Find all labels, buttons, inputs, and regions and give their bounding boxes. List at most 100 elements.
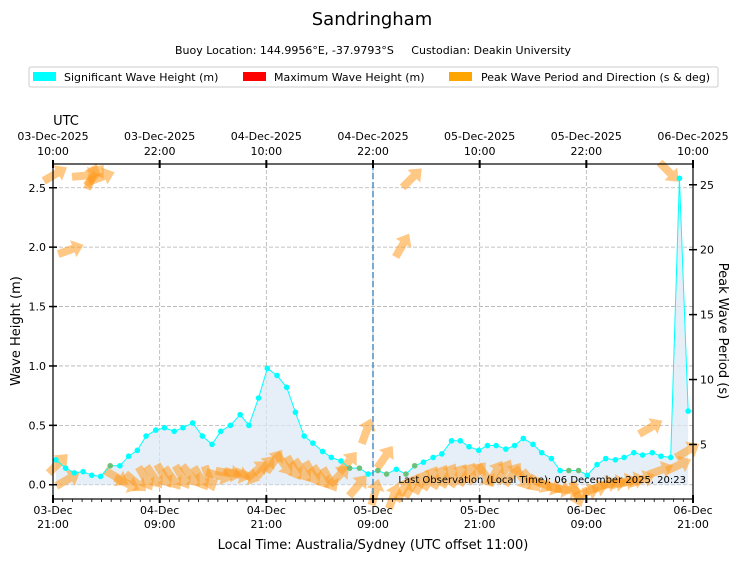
wave-height-fill (55, 178, 689, 485)
wave-height-point (475, 447, 482, 454)
arrow-shape (637, 418, 663, 438)
direction-arrow (385, 483, 403, 510)
x-top-tick-date: 04-Dec-2025 (231, 130, 302, 143)
arrow-shape (179, 463, 200, 487)
direction-arrow (87, 167, 115, 186)
direction-arrow (646, 460, 674, 479)
wave-height-point (180, 424, 186, 431)
top-axis-label: UTC (53, 114, 79, 129)
wave-height-point (584, 472, 591, 479)
y-right-tick-label: 25 (700, 179, 714, 192)
wave-height-point (319, 448, 326, 455)
wave-height-point (310, 440, 316, 446)
wave-height-point (125, 453, 132, 460)
legend-label-maximum: Maximum Wave Height (m) (274, 71, 425, 84)
x-top-tick-time: 22:00 (357, 145, 389, 158)
wave-height-point (365, 471, 371, 477)
wave-height-point (538, 449, 545, 456)
wave-height-point (346, 465, 353, 471)
x-bottom-tick-date: 06-Dec (567, 504, 606, 517)
arrow-shape (309, 463, 330, 489)
wave-height-point (264, 365, 271, 372)
arrow-shape (291, 457, 312, 482)
direction-arrow (45, 454, 68, 476)
direction-arrow (392, 233, 412, 260)
chart-title: Sandringham (312, 9, 433, 30)
y-right-tick-label: 15 (700, 309, 714, 322)
x-bottom-tick-time: 09:00 (357, 518, 389, 531)
x-bottom-tick-time: 09:00 (570, 518, 602, 531)
arrow-shape (373, 445, 394, 471)
y-left-tick-label: 0.5 (29, 419, 47, 432)
wave-height-point (575, 467, 582, 474)
x-top-tick-time: 10:00 (677, 145, 709, 158)
arrow-shape (429, 464, 450, 491)
x-bottom-tick-date: 04-Dec (140, 504, 179, 517)
wave-height-point (420, 459, 427, 465)
x-top-tick-time: 10:00 (37, 145, 69, 158)
x-bottom-tick-date: 04-Dec (247, 504, 286, 517)
arrow-shape (122, 470, 147, 492)
direction-arrow (511, 465, 532, 490)
direction-arrow (153, 462, 173, 488)
wave-height-point (143, 433, 149, 439)
wave-height-point (566, 467, 572, 474)
direction-arrow (656, 159, 679, 182)
y-left-tick-label: 2.0 (29, 241, 47, 254)
direction-arrow (161, 465, 182, 490)
arrow-shape (161, 465, 182, 490)
peak-direction-arrows (41, 159, 700, 510)
y-right-tick-label: 20 (700, 244, 714, 257)
wave-height-point (152, 427, 159, 433)
wave-height-point (520, 435, 527, 442)
legend: Significant Wave Height (m) Maximum Wave… (28, 66, 719, 88)
axis-ticks: 0.00.51.01.52.02.551015202503-Dec21:0004… (17, 130, 728, 531)
wave-height-point (557, 467, 563, 474)
x-bottom-tick-time: 21:00 (677, 518, 709, 531)
direction-arrow (358, 418, 376, 446)
chart-subtitle: Buoy Location: 144.9956°E, -37.9793°S Cu… (175, 44, 572, 57)
arrow-shape (456, 462, 477, 488)
direction-arrow (438, 463, 458, 489)
x-top-tick-date: 03-Dec-2025 (124, 130, 195, 143)
wave-height-point (217, 428, 224, 435)
wave-height-point (189, 420, 196, 426)
arrow-shape (385, 483, 403, 510)
direction-arrow (411, 469, 431, 496)
wave-height-point (548, 455, 555, 462)
arrow-shape (45, 454, 68, 476)
direction-arrow (664, 455, 692, 475)
x-bottom-tick-time: 21:00 (250, 518, 282, 531)
arrow-shape (401, 473, 422, 500)
wave-height-point (301, 433, 307, 439)
x-bottom-tick-time: 21:00 (37, 518, 69, 531)
direction-arrow (122, 470, 147, 492)
wave-height-point (97, 473, 104, 480)
direction-arrow (273, 450, 293, 476)
wave-height-point (246, 422, 252, 429)
wave-height-point (53, 456, 59, 463)
arrow-shape (411, 469, 431, 496)
y-left-tick-label: 1.0 (29, 360, 47, 373)
legend-swatch-maximum (243, 72, 266, 81)
y-left-tick-label: 1.5 (29, 301, 47, 314)
wave-height-point (107, 462, 114, 469)
wave-height-point (430, 454, 436, 461)
arrow-shape (399, 168, 422, 191)
direction-arrow (301, 459, 322, 486)
legend-swatch-peak (449, 72, 472, 81)
x-top-tick-time: 10:00 (464, 145, 496, 158)
wave-height-point (403, 471, 409, 477)
y-axis-left-label: Wave Height (m) (9, 276, 24, 386)
y-left-tick-label: 0.0 (29, 479, 47, 492)
direction-arrow (399, 168, 422, 191)
wave-height-point (466, 443, 472, 450)
arrow-shape (153, 462, 173, 488)
arrow-shape (392, 233, 412, 260)
arrow-shape (485, 460, 505, 487)
wave-height-point (134, 447, 141, 454)
direction-arrow (447, 464, 468, 489)
arrow-shape (87, 167, 115, 186)
arrow-shape (358, 418, 376, 446)
arrow-shape (41, 165, 68, 185)
